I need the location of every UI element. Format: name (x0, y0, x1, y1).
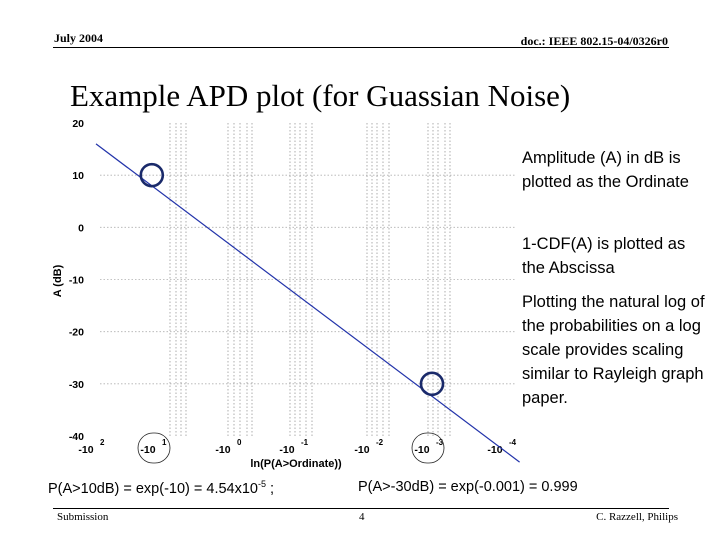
tick-label-circle (137, 432, 171, 464)
y-tick-labels: 20 10 0 -10 -20 -30 -40 (69, 118, 84, 443)
y-tick-label: 10 (72, 170, 84, 182)
y-axis-label: A (dB) (52, 264, 64, 297)
plot-grid-horizontal (100, 174, 515, 385)
x-tick-label: -10 (354, 444, 369, 456)
bullet-amplitude: Amplitude (A) in dB is plotted as the Or… (522, 149, 689, 191)
x-tick-label: -10 (414, 444, 429, 456)
note-left-exponent: -5 (257, 479, 266, 489)
x-tick-exponent: -3 (436, 438, 444, 447)
y-tick-label: 20 (72, 118, 84, 130)
x-tick-exponent: -4 (509, 438, 517, 447)
bullet-cdf: 1-CDF(A) is plotted as the Abscissa (522, 235, 686, 277)
x-tick-exponent: -1 (301, 438, 309, 447)
x-axis-label: ln(P(A>Ordinate)) (250, 458, 342, 470)
footer-submission: Submission (57, 511, 109, 523)
x-tick-label: -10 (487, 444, 502, 456)
x-tick-label: -10 (78, 444, 93, 456)
y-tick-label: -40 (69, 431, 84, 443)
x-tick-exponent: 1 (162, 438, 167, 447)
y-tick-label: -20 (69, 327, 84, 339)
y-tick-label: -10 (69, 275, 84, 287)
footer-divider (53, 508, 669, 509)
tick-label-circle (411, 432, 445, 464)
slide-title: Example APD plot (for Guassian Noise) (70, 78, 571, 113)
x-tick-exponent: 0 (237, 438, 242, 447)
header-divider (53, 47, 669, 48)
bullet-log-scaling: Plotting the natural log of the probabil… (522, 293, 705, 407)
footer-author: C. Razzell, Philips (596, 511, 678, 523)
plot-series (95, 143, 520, 463)
highlight-circle (139, 162, 165, 188)
x-tick-exponent: -2 (376, 438, 384, 447)
y-tick-label: -30 (69, 379, 84, 391)
x-tick-label: -10 (215, 444, 230, 456)
x-tick-exponent: 2 (100, 438, 105, 447)
header-doc-id: doc.: IEEE 802.15-04/0326r0 (520, 34, 668, 48)
highlight-circle (419, 371, 445, 397)
note-high-amplitude: P(A>10dB) = exp(-10) = 4.54x10-5 ; (48, 479, 274, 497)
plot-highlights (139, 162, 445, 397)
footer-page-number: 4 (359, 511, 365, 523)
apd-series-line (95, 143, 520, 463)
note-low-amplitude: P(A>-30dB) = exp(-0.001) = 0.999 (358, 479, 578, 495)
header-date: July 2004 (54, 31, 104, 45)
note-left-main: P(A>10dB) = exp(-10) = 4.54x10 (48, 480, 258, 497)
note-left-tail: ; (266, 480, 275, 497)
x-tick-label: -10 (279, 444, 294, 456)
x-tick-label: -10 (140, 444, 155, 456)
y-tick-label: 0 (78, 222, 84, 234)
